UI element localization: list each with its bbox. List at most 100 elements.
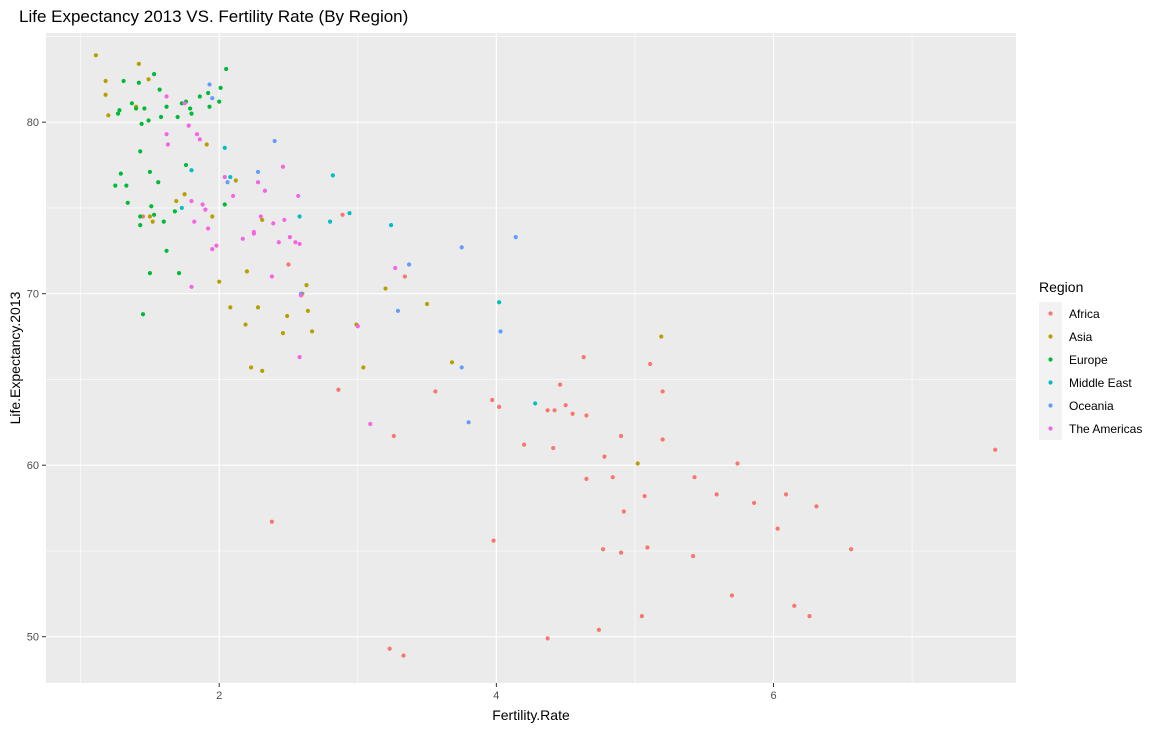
data-point-europe <box>140 312 146 317</box>
data-point-the-americas <box>189 284 194 289</box>
grid-minor <box>46 33 1016 683</box>
data-point-the-americas <box>240 236 245 241</box>
data-point-africa <box>814 504 819 509</box>
data-point-asia <box>147 214 153 219</box>
legend-label-middle-east: Middle East <box>1069 376 1132 390</box>
data-point-europe <box>151 72 157 77</box>
data-point-europe <box>115 111 121 116</box>
data-point-the-americas <box>164 132 169 137</box>
data-point-europe <box>138 149 143 154</box>
x-tick-label: 2 <box>216 690 222 702</box>
data-point-middle-east <box>179 205 184 211</box>
data-point-europe <box>222 202 227 207</box>
x-tick-label: 4 <box>493 690 499 702</box>
data-point-africa <box>584 413 589 418</box>
grid-major <box>46 33 1016 683</box>
y-tick-label: 70 <box>27 289 39 301</box>
data-point-asia <box>217 279 222 284</box>
data-point-asia <box>260 217 265 223</box>
data-point-europe <box>183 162 189 168</box>
data-point-europe <box>117 108 122 113</box>
data-point-asia <box>146 77 151 82</box>
data-point-the-americas <box>287 234 292 240</box>
y-tick-label: 60 <box>27 460 39 472</box>
data-point-europe <box>124 183 129 188</box>
data-point-africa <box>639 614 644 619</box>
y-axis-title: Life.Expectancy.2013 <box>7 291 23 424</box>
data-point-europe <box>138 222 143 228</box>
data-point-middle-east <box>189 168 194 173</box>
data-point-africa <box>551 445 556 451</box>
data-point-asia <box>449 360 455 365</box>
data-point-africa <box>286 262 291 267</box>
data-point-asia <box>93 53 98 58</box>
data-point-asia <box>255 305 261 310</box>
data-point-europe <box>142 106 147 111</box>
data-point-asia <box>103 78 108 84</box>
data-point-africa <box>735 461 740 466</box>
data-point-europe <box>151 212 157 217</box>
data-point-oceania <box>513 234 518 240</box>
data-point-the-americas <box>296 193 301 199</box>
data-point-the-americas <box>203 207 208 212</box>
data-point-oceania <box>272 138 277 144</box>
data-point-oceania <box>210 96 215 101</box>
data-point-middle-east <box>497 300 502 305</box>
legend-swatch-the-americas <box>1048 426 1053 431</box>
data-point-africa <box>729 593 735 598</box>
data-point-asia <box>228 305 233 310</box>
legend-swatch-oceania <box>1048 403 1053 408</box>
data-point-africa <box>642 493 647 499</box>
data-point-europe <box>189 111 194 116</box>
data-point-the-americas <box>276 240 281 245</box>
data-point-europe <box>157 87 162 92</box>
data-point-europe <box>118 171 123 176</box>
legend-label-europe: Europe <box>1069 353 1108 367</box>
data-point-the-americas <box>194 132 200 137</box>
data-point-europe <box>139 121 144 126</box>
chart-title: Life Expectancy 2013 VS. Fertility Rate … <box>19 7 408 26</box>
data-point-the-americas <box>280 164 286 169</box>
data-point-oceania <box>255 169 261 175</box>
legend-label-africa: Africa <box>1069 307 1100 321</box>
data-point-europe <box>206 90 211 96</box>
data-point-africa <box>491 538 496 543</box>
data-point-europe <box>146 118 151 123</box>
data-point-asia <box>204 142 209 147</box>
data-point-africa <box>552 408 557 413</box>
data-point-middle-east <box>330 173 335 178</box>
data-point-europe <box>136 80 141 85</box>
x-tick-label: 6 <box>770 690 776 702</box>
data-point-the-americas <box>269 274 274 279</box>
data-point-the-americas <box>214 243 219 248</box>
legend-swatch-europe <box>1048 357 1053 362</box>
data-point-middle-east <box>297 214 302 219</box>
data-point-the-americas <box>164 94 169 99</box>
data-point-europe <box>133 106 139 111</box>
data-point-africa <box>545 636 550 641</box>
data-point-asia <box>260 368 265 373</box>
data-point-asia <box>182 192 187 197</box>
data-point-asia <box>305 308 310 313</box>
data-point-asia <box>136 61 141 66</box>
data-point-africa <box>618 433 624 439</box>
legend-label-oceania: Oceania <box>1069 399 1114 413</box>
data-point-europe <box>224 66 229 72</box>
x-axis-title: Fertility.Rate <box>492 707 570 723</box>
data-point-oceania <box>395 308 401 313</box>
x-axis-ticks: 2 4 6 <box>216 683 777 702</box>
y-axis-ticks: 50 60 70 80 <box>27 117 46 644</box>
data-point-europe <box>129 101 135 106</box>
data-point-asia <box>361 365 366 370</box>
data-point-asia <box>233 178 238 183</box>
data-point-the-americas <box>251 231 256 236</box>
data-point-the-americas <box>297 241 302 247</box>
data-point-the-americas <box>222 174 227 180</box>
data-point-europe <box>121 78 126 84</box>
data-point-asia <box>383 286 388 291</box>
data-point-africa <box>849 547 854 552</box>
data-point-europe <box>149 204 154 209</box>
data-point-the-americas <box>192 219 197 224</box>
data-point-asia <box>280 331 286 336</box>
